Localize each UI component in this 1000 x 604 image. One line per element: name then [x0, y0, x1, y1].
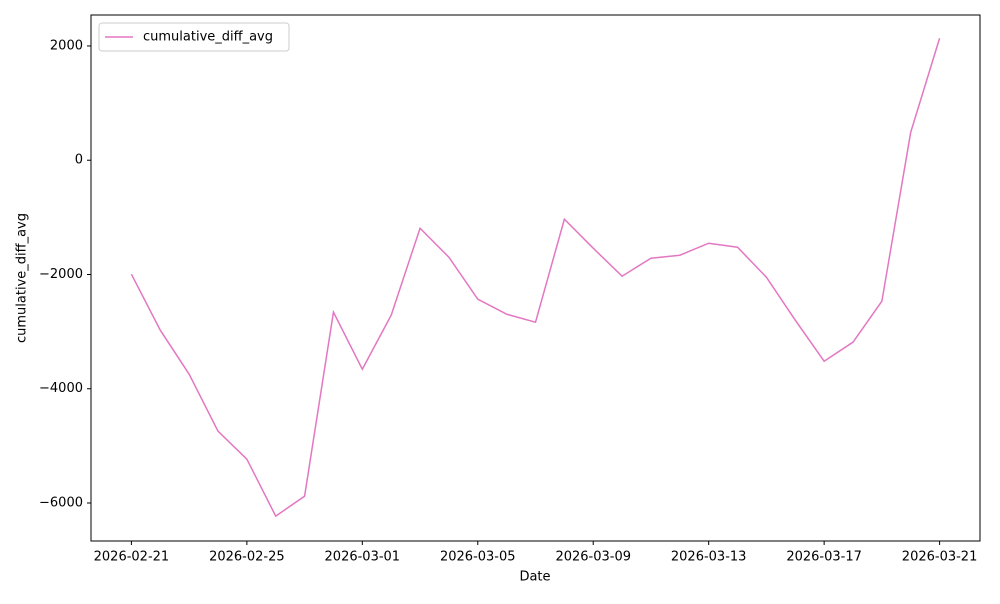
x-tick-label: 2026-03-05 — [440, 550, 516, 565]
y-tick-label: 2000 — [50, 38, 83, 53]
x-axis-label: Date — [519, 570, 550, 585]
y-tick-label: −4000 — [39, 381, 83, 396]
legend-label: cumulative_diff_avg — [143, 30, 273, 45]
plot-frame — [90, 14, 981, 542]
y-tick-label: 0 — [75, 153, 83, 168]
x-tick-label: 2026-03-17 — [786, 550, 862, 565]
x-tick-label: 2026-02-21 — [94, 550, 170, 565]
y-tick-label: −2000 — [39, 267, 83, 282]
line — [130, 38, 941, 518]
x-tick-label: 2026-03-09 — [555, 550, 631, 565]
y-tick-label: −6000 — [39, 496, 83, 511]
x-tick-label: 2026-03-13 — [671, 550, 747, 565]
x-tick-label: 2026-03-21 — [902, 550, 978, 565]
y-axis-label: cumulative_diff_avg — [15, 213, 30, 343]
x-tick-label: 2026-03-01 — [325, 550, 401, 565]
legend-box — [98, 22, 290, 52]
x-tick-label: 2026-02-25 — [209, 550, 285, 565]
